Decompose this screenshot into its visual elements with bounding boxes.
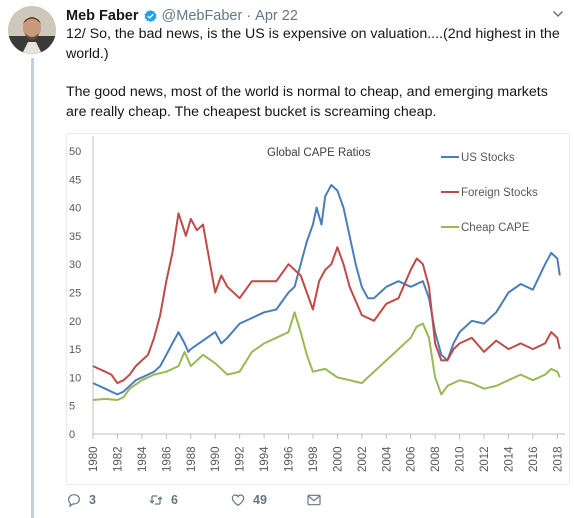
verified-badge-icon [144,9,157,22]
direct-message-button[interactable] [306,492,322,508]
thread-connector-line [31,58,34,518]
reply-icon [68,494,80,508]
y-tick-label: 35 [69,231,81,243]
x-tick-label: 2008 [430,446,442,472]
x-tick-label: 2004 [381,446,393,472]
legend-label-foreign-stocks: Foreign Stocks [461,187,538,199]
chart-title: Global CAPE Ratios [267,147,371,159]
x-tick-label: 1984 [137,446,149,472]
tweet-paragraph: 12/ So, the bad news, is the US is expen… [66,26,560,62]
header-separator: · [246,8,252,24]
series-line-cheap-cape [92,311,561,401]
like-button[interactable]: 49 [230,492,267,508]
reply-button[interactable]: 3 [66,492,96,508]
avatar[interactable] [8,6,56,54]
series-line-us-stocks [92,184,561,396]
y-tick-label: 40 [69,203,81,215]
y-tick-label: 15 [69,344,81,356]
x-tick-label: 2012 [479,446,491,472]
y-tick-label: 0 [69,429,75,441]
y-tick-label: 10 [69,372,81,384]
tweet-date[interactable]: Apr 22 [255,8,298,24]
y-tick-label: 25 [69,288,81,300]
x-tick-label: 2018 [552,446,564,472]
x-tick-label: 1990 [210,446,222,472]
x-tick-label: 2016 [528,446,540,472]
legend-label-cheap-cape: Cheap CAPE [461,222,530,234]
tweet-media-chart[interactable]: Global CAPE Ratios 0 5 10 15 20 25 30 35 40 45 50 … [66,133,570,485]
x-tick-label: 2014 [503,446,515,472]
series-line-foreign-stocks [92,212,561,385]
y-tick-label: 20 [69,316,81,328]
retweet-icon [149,495,163,505]
cape-chart: Global CAPE Ratios 05101520253035404550 … [69,136,565,472]
author-name[interactable]: Meb Faber [66,8,139,24]
like-count: 49 [253,493,267,507]
reply-count: 3 [89,493,96,507]
y-tick-label: 45 [69,174,81,186]
x-tick-label: 1980 [88,446,100,472]
x-tick-label: 2002 [357,446,369,472]
retweet-button[interactable]: 6 [148,492,178,508]
y-tick-label: 30 [69,259,81,271]
x-tick-label: 1988 [186,446,198,472]
x-tick-label: 1996 [284,446,296,472]
x-tick-label: 2006 [406,446,418,472]
x-tick-label: 1982 [112,446,124,472]
x-tick-label: 1986 [161,446,173,472]
avatar-portrait-icon [8,6,56,54]
heart-icon [231,494,245,507]
tweet-header: Meb Faber @MebFaber · Apr 22 [66,6,564,26]
x-tick-label: 2010 [455,446,467,472]
x-tick-label: 1994 [259,446,271,472]
x-tick-label: 1998 [308,446,320,472]
tweet-actions: 3 6 49 [66,489,366,511]
envelope-icon [307,494,321,506]
x-tick-label: 2000 [332,446,344,472]
tweet-text: 12/ So, the bad news, is the US is expen… [66,25,562,122]
y-tick-label: 5 [69,401,75,413]
y-tick-label: 50 [69,146,81,158]
x-tick-label: 1992 [235,446,247,472]
chevron-down-icon[interactable] [552,8,564,20]
author-handle[interactable]: @MebFaber [161,8,243,24]
retweet-count: 6 [171,493,178,507]
legend-label-us-stocks: US Stocks [461,152,515,164]
tweet-paragraph: The good news, most of the world is norm… [66,84,548,120]
